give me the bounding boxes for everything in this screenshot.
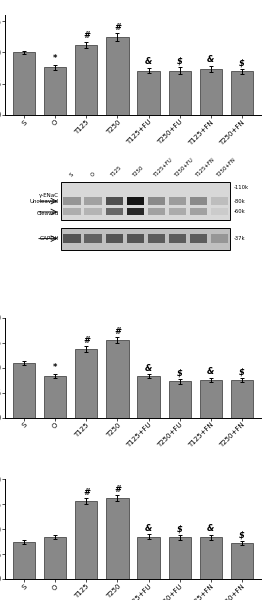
Bar bbox=[231, 71, 253, 115]
Text: T250: T250 bbox=[132, 165, 145, 178]
Bar bbox=[75, 349, 98, 418]
Bar bbox=[61, 182, 230, 220]
Bar bbox=[75, 501, 98, 579]
Bar bbox=[168, 537, 191, 579]
Bar bbox=[190, 234, 207, 244]
Bar bbox=[63, 234, 81, 244]
Text: -110k: -110k bbox=[234, 185, 249, 190]
Text: #: # bbox=[114, 23, 120, 32]
Bar bbox=[200, 537, 222, 579]
Text: #: # bbox=[83, 31, 89, 40]
Bar bbox=[44, 376, 66, 418]
Text: $: $ bbox=[177, 368, 183, 377]
Bar bbox=[137, 71, 160, 115]
Bar bbox=[137, 376, 160, 418]
Text: T125+FU: T125+FU bbox=[153, 157, 174, 178]
Text: &: & bbox=[207, 524, 214, 533]
Bar bbox=[127, 197, 144, 205]
Text: -60k: -60k bbox=[234, 209, 246, 214]
Bar bbox=[190, 197, 207, 205]
Text: S: S bbox=[69, 172, 74, 178]
Bar bbox=[168, 71, 191, 115]
Text: Cleaved: Cleaved bbox=[37, 211, 59, 216]
Bar bbox=[106, 37, 129, 115]
Text: &: & bbox=[145, 58, 152, 67]
Text: *: * bbox=[53, 55, 57, 64]
Bar bbox=[127, 234, 144, 244]
Bar bbox=[168, 381, 191, 418]
Bar bbox=[44, 537, 66, 579]
Bar bbox=[63, 197, 81, 205]
Bar bbox=[231, 542, 253, 579]
Text: $: $ bbox=[239, 530, 245, 539]
Text: -37k: -37k bbox=[234, 236, 246, 241]
Bar bbox=[148, 208, 165, 215]
Bar bbox=[85, 208, 102, 215]
Bar bbox=[190, 208, 207, 215]
Text: O: O bbox=[90, 172, 96, 178]
Text: T250+FN: T250+FN bbox=[216, 157, 237, 178]
Text: #: # bbox=[114, 326, 120, 335]
Bar bbox=[211, 234, 228, 244]
Text: GAPDH: GAPDH bbox=[39, 236, 59, 241]
Bar bbox=[85, 234, 102, 244]
Bar bbox=[13, 52, 35, 115]
Bar bbox=[85, 197, 102, 205]
Text: $: $ bbox=[177, 524, 183, 533]
Bar bbox=[169, 197, 186, 205]
Bar bbox=[106, 197, 123, 205]
Bar bbox=[106, 498, 129, 579]
Text: #: # bbox=[114, 485, 120, 494]
Text: &: & bbox=[207, 367, 214, 376]
Text: &: & bbox=[207, 55, 214, 64]
Text: $: $ bbox=[239, 367, 245, 376]
Text: γ-ENaC
Uncleaved: γ-ENaC Uncleaved bbox=[30, 193, 59, 204]
Bar bbox=[200, 380, 222, 418]
Bar bbox=[106, 340, 129, 418]
Text: #: # bbox=[83, 488, 89, 497]
Bar bbox=[127, 208, 144, 215]
Bar bbox=[13, 542, 35, 579]
Bar bbox=[169, 234, 186, 244]
Bar bbox=[137, 536, 160, 579]
Bar bbox=[169, 208, 186, 215]
Text: *: * bbox=[53, 364, 57, 373]
Bar bbox=[63, 208, 81, 215]
Bar bbox=[61, 228, 230, 250]
Bar bbox=[106, 208, 123, 215]
Text: &: & bbox=[145, 364, 152, 373]
Text: -80k: -80k bbox=[234, 199, 246, 203]
Text: &: & bbox=[145, 524, 152, 533]
Bar bbox=[148, 234, 165, 244]
Bar bbox=[211, 208, 228, 215]
Bar bbox=[148, 197, 165, 205]
Text: #: # bbox=[83, 335, 89, 344]
Bar bbox=[211, 197, 228, 205]
Bar bbox=[106, 234, 123, 244]
Bar bbox=[75, 45, 98, 115]
Text: T125: T125 bbox=[111, 165, 124, 178]
Text: T125+FN: T125+FN bbox=[195, 157, 216, 178]
Bar bbox=[231, 380, 253, 418]
Text: T250+FU: T250+FU bbox=[174, 157, 195, 178]
Bar bbox=[13, 363, 35, 418]
Bar bbox=[200, 68, 222, 115]
Bar bbox=[44, 67, 66, 115]
Text: $: $ bbox=[177, 57, 183, 66]
Text: $: $ bbox=[239, 58, 245, 67]
